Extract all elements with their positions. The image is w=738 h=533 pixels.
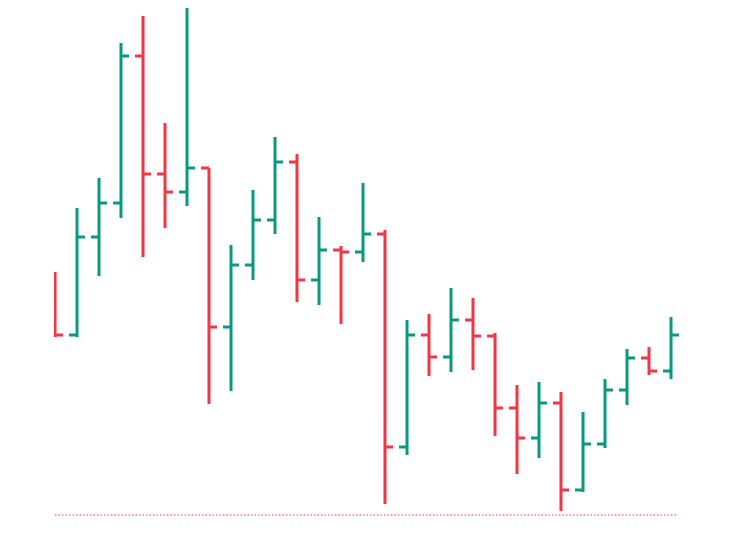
plot-area [54, 8, 679, 511]
